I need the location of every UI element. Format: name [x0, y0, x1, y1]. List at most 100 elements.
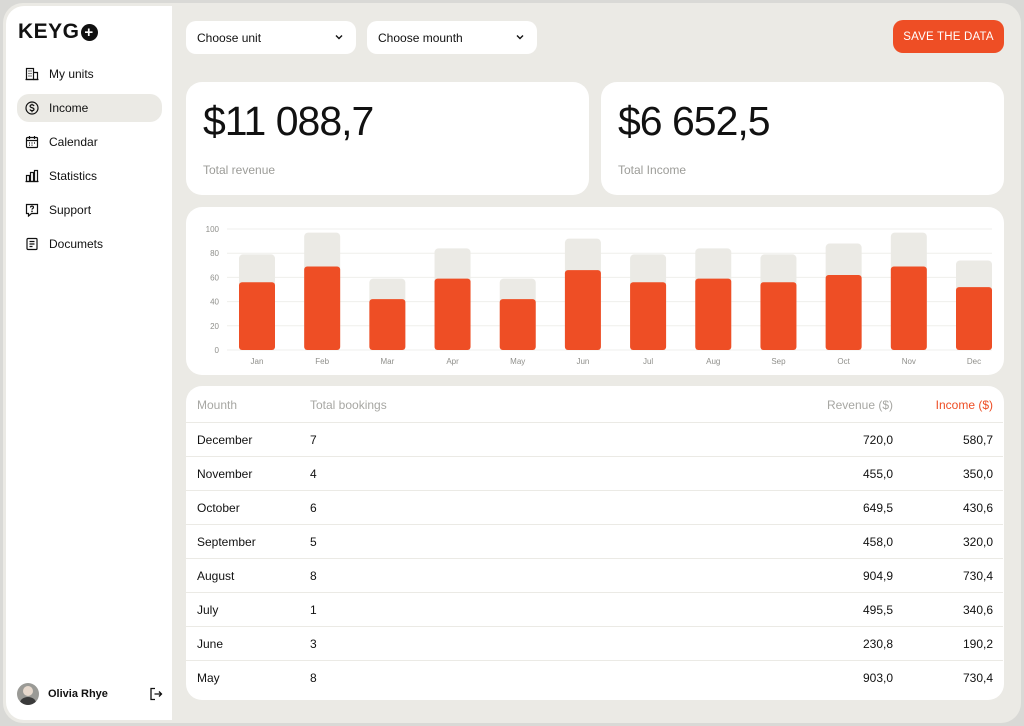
y-tick-label: 60 — [210, 273, 219, 282]
table-row[interactable]: September 5 458,0 320,0 — [186, 524, 1003, 558]
income-bar — [304, 266, 341, 350]
unit-select[interactable]: Choose unit — [186, 21, 356, 54]
table-header-row: Mounth Total bookings Revenue ($) Income… — [186, 388, 1003, 422]
y-tick-label: 100 — [206, 225, 220, 234]
cell-month: October — [197, 500, 240, 515]
cell-revenue: 904,9 — [862, 568, 893, 583]
unit-select-value: Choose unit — [197, 30, 262, 45]
table-row[interactable]: August 8 904,9 730,4 — [186, 558, 1003, 592]
header-month[interactable]: Mounth — [197, 398, 238, 412]
sidebar-item-income[interactable]: Income — [17, 94, 162, 122]
question-message-icon — [25, 203, 39, 217]
table-row[interactable]: October 6 649,5 430,6 — [186, 490, 1003, 524]
sidebar: KEYG + My units Income Calendar — [6, 6, 172, 720]
x-tick-label: Mar — [380, 357, 394, 366]
x-tick-label: Jan — [251, 357, 264, 366]
x-tick-label: Jun — [576, 357, 589, 366]
cell-income: 350,0 — [962, 466, 993, 481]
logo-plus-icon: + — [80, 23, 98, 41]
cell-income: 320,0 — [962, 534, 993, 549]
income-bar — [760, 282, 797, 350]
dollar-circle-icon — [25, 101, 39, 115]
total-revenue-card: $11 088,7 Total revenue — [186, 82, 589, 195]
cell-revenue: 649,5 — [862, 500, 893, 515]
total-revenue-value: $11 088,7 — [203, 98, 374, 144]
income-table: Mounth Total bookings Revenue ($) Income… — [186, 386, 1004, 700]
income-bar-chart: 0 20 40 60 80 100 Jan Feb Mar Apr May Jun Jul Aug Sep O… — [206, 225, 992, 366]
cell-month: July — [197, 602, 219, 617]
avatar[interactable] — [17, 683, 39, 705]
cell-month: June — [197, 636, 224, 651]
income-bar — [956, 287, 992, 350]
cell-income: 190,2 — [962, 636, 993, 651]
table-row[interactable]: December 7 720,0 580,7 — [186, 422, 1003, 456]
document-icon — [25, 237, 39, 251]
cell-bookings: 3 — [310, 636, 317, 651]
total-revenue-label: Total revenue — [203, 163, 276, 177]
header-income[interactable]: Income ($) — [935, 398, 993, 412]
cell-bookings: 6 — [310, 500, 317, 515]
month-select-value: Choose mounth — [378, 30, 463, 45]
header-revenue[interactable]: Revenue ($) — [826, 398, 893, 412]
sidebar-item-calendar[interactable]: Calendar — [17, 128, 162, 156]
sidebar-item-support[interactable]: Support — [17, 196, 162, 224]
cell-month: May — [197, 670, 220, 685]
x-tick-label: Jul — [643, 357, 653, 366]
app-window: KEYG + My units Income Calendar — [3, 3, 1021, 723]
total-income-label: Total Income — [618, 163, 687, 177]
cell-revenue: 903,0 — [862, 670, 893, 685]
cell-income: 580,7 — [962, 432, 993, 447]
chevron-down-icon — [335, 35, 343, 40]
sidebar-item-label: Income — [49, 101, 89, 115]
total-income-value: $6 652,5 — [618, 98, 771, 144]
logout-icon[interactable] — [149, 687, 163, 701]
cell-bookings: 4 — [310, 466, 317, 481]
user-profile: Olivia Rhye — [17, 682, 163, 706]
logo-text: KEYG — [18, 20, 80, 43]
total-income-card: $6 652,5 Total Income — [601, 82, 1004, 195]
table-row[interactable]: June 3 230,8 190,2 — [186, 626, 1003, 660]
month-select[interactable]: Choose mounth — [367, 21, 537, 54]
sidebar-item-label: Statistics — [49, 169, 98, 183]
table-row[interactable]: November 4 455,0 350,0 — [186, 456, 1003, 490]
cell-month: September — [197, 534, 256, 549]
cell-income: 730,4 — [962, 568, 993, 583]
bar-chart-icon — [25, 169, 39, 183]
cell-revenue: 495,5 — [862, 602, 893, 617]
cell-revenue: 455,0 — [862, 466, 893, 481]
x-tick-label: Oct — [837, 357, 850, 366]
cell-bookings: 7 — [310, 432, 317, 447]
save-data-button[interactable]: SAVE THE DATA — [893, 20, 1004, 53]
sidebar-item-label: Calendar — [49, 135, 98, 149]
cell-revenue: 230,8 — [862, 636, 893, 651]
sidebar-nav: My units Income Calendar Statistics — [17, 60, 162, 264]
y-tick-label: 40 — [210, 298, 219, 307]
income-bar — [369, 299, 406, 350]
sidebar-item-label: Support — [49, 203, 92, 217]
cell-income: 340,6 — [962, 602, 993, 617]
sidebar-item-documents[interactable]: Documets — [17, 230, 162, 258]
sidebar-item-statistics[interactable]: Statistics — [17, 162, 162, 190]
table-row[interactable]: July 1 495,5 340,6 — [186, 592, 1003, 626]
keygo-logo[interactable]: KEYG + — [18, 20, 98, 44]
user-name: Olivia Rhye — [48, 688, 108, 700]
x-tick-label: Nov — [902, 357, 916, 366]
cell-revenue: 458,0 — [862, 534, 893, 549]
header-bookings[interactable]: Total bookings — [310, 398, 387, 412]
x-tick-label: Sep — [771, 357, 786, 366]
x-tick-label: Feb — [315, 357, 329, 366]
cell-income: 730,4 — [962, 670, 993, 685]
building-icon — [25, 67, 39, 81]
cell-month: August — [197, 568, 235, 583]
y-tick-label: 0 — [215, 346, 220, 355]
x-tick-label: Apr — [446, 357, 459, 366]
income-bar — [499, 299, 536, 350]
cell-income: 430,6 — [962, 500, 993, 515]
y-tick-label: 80 — [210, 249, 219, 258]
table-row[interactable]: May 8 903,0 730,4 — [186, 660, 1003, 694]
x-tick-label: May — [510, 357, 525, 366]
cell-month: November — [197, 466, 253, 481]
sidebar-item-my-units[interactable]: My units — [17, 60, 162, 88]
cell-bookings: 1 — [310, 602, 317, 617]
income-bar — [434, 278, 471, 350]
